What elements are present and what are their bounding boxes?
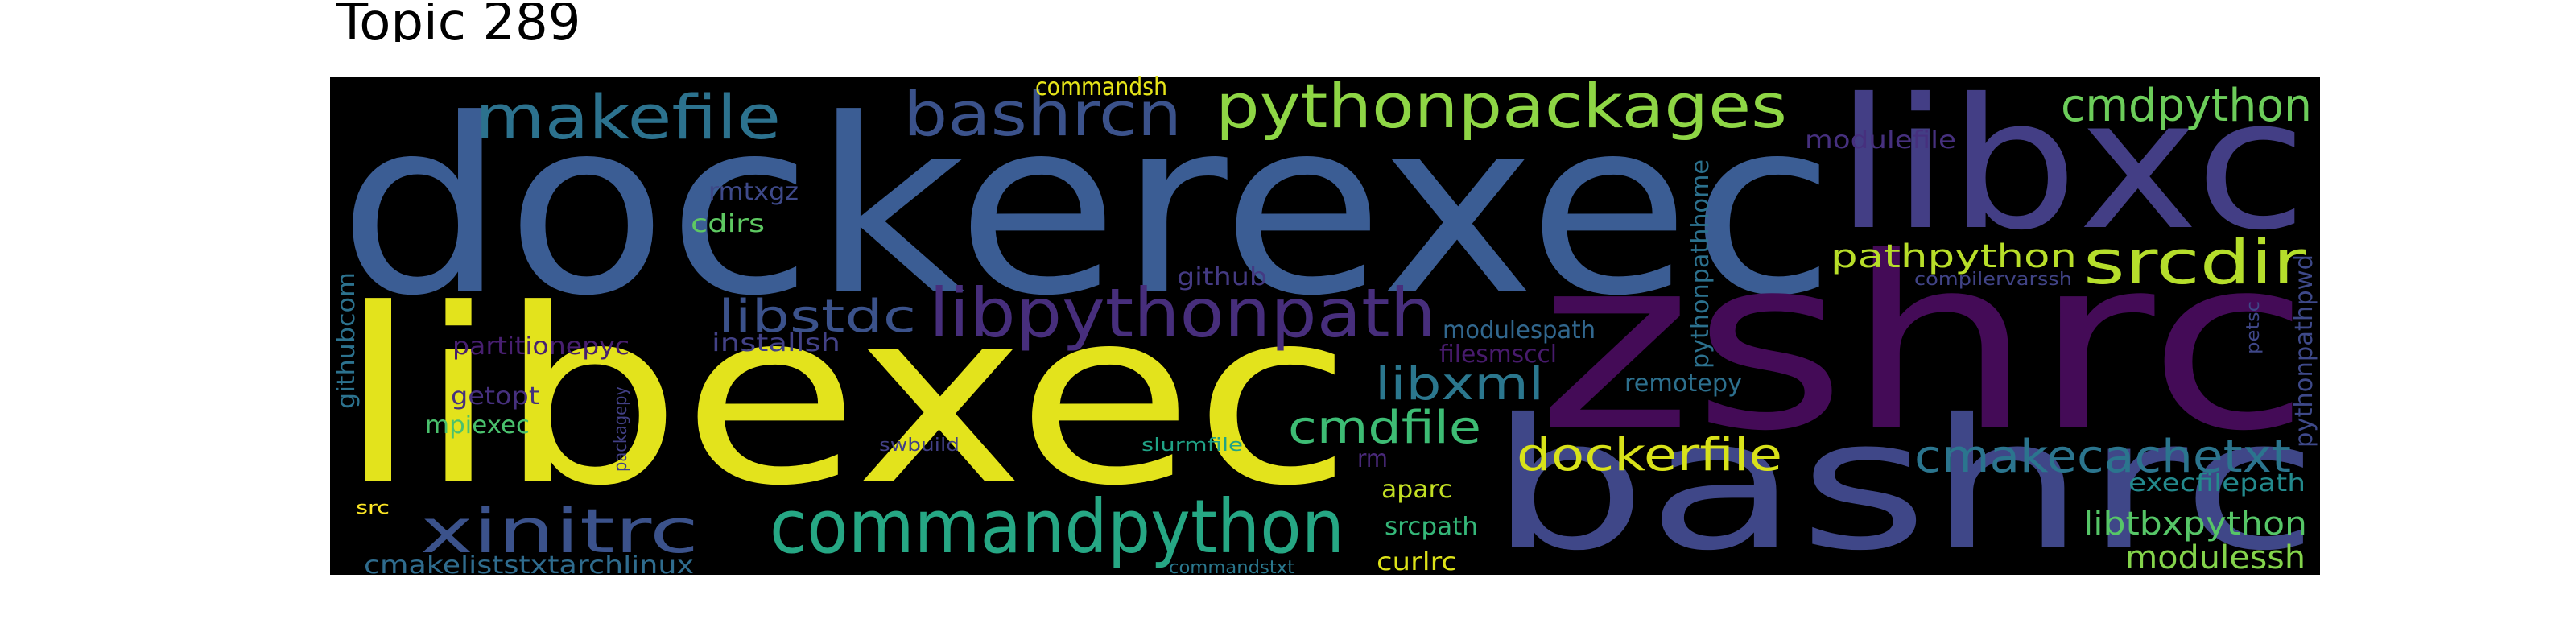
cloud-word: modulessh <box>2125 539 2306 576</box>
cloud-word: getopt <box>451 382 539 411</box>
cloud-word: rm <box>1357 445 1388 473</box>
cloud-word: execfilepath <box>2128 469 2306 497</box>
cloud-word: cmakecachetxt <box>1914 431 2291 483</box>
cloud-word: dockerexec <box>338 68 1835 349</box>
cloud-word: mpiexec <box>425 411 530 440</box>
cloud-word: libpythonpath <box>929 274 1436 353</box>
cloud-word: dockerfile <box>1517 429 1782 481</box>
cloud-word: cmdpython <box>2061 80 2312 132</box>
cloud-word: xinitrc <box>420 495 699 567</box>
cloud-word: modulespath <box>1443 316 1596 345</box>
cloud-word: rmtxgz <box>708 178 799 206</box>
cloud-word: cmakeliststxtarchlinux <box>364 551 694 580</box>
cloud-word: srcdir <box>2083 226 2306 298</box>
cloud-word: partitionepyc <box>452 332 630 361</box>
cloud-word: src <box>356 498 390 518</box>
cloud-word: makefile <box>475 81 781 153</box>
cloud-word: slurmfile <box>1141 436 1243 456</box>
cloud-word: installsh <box>712 329 840 357</box>
cloud-word: commandsh <box>1035 73 1167 101</box>
cloud-word: srcpath <box>1385 513 1478 541</box>
cloud-word: bashrcn <box>903 78 1182 150</box>
chart-title: Topic 289 <box>336 3 581 42</box>
cloud-word: cmdfile <box>1288 402 1481 454</box>
cloud-word: filesmsccl <box>1439 341 1557 369</box>
cloud-word: libxc <box>1835 60 2307 270</box>
cloud-word: zshrc <box>1538 205 2310 483</box>
cloud-word: bashrc <box>1489 380 2318 590</box>
cloud-word: compilervarssh <box>1914 270 2072 290</box>
cloud-word: remotepy <box>1624 369 1742 398</box>
cloud-word: commandpython <box>770 484 1344 570</box>
cloud-word: cdirs <box>691 210 765 238</box>
cloud-word: commandstxt <box>1169 558 1294 578</box>
cloud-word: pythonpackages <box>1216 70 1787 142</box>
cloud-word: modulefile <box>1805 126 1956 155</box>
word-cloud-background <box>330 77 2320 575</box>
cloud-word: packagepy <box>611 386 631 472</box>
cloud-word: curlrc <box>1377 548 1457 576</box>
cloud-word: libstdc <box>718 291 916 343</box>
cloud-word: github <box>1177 263 1267 291</box>
cloud-word: aparc <box>1381 476 1452 504</box>
cloud-word: petsc <box>2244 301 2264 354</box>
cloud-word: pathpython <box>1831 238 2077 275</box>
cloud-word: swbuild <box>879 436 960 456</box>
cloud-word: pythonpathpwd <box>2290 254 2318 448</box>
cloud-word: githubcom <box>332 272 361 409</box>
cloud-word: pythonpathhome <box>1686 159 1715 369</box>
cloud-word: libtbxpython <box>2083 506 2307 543</box>
cloud-word: libxml <box>1375 358 1544 411</box>
cloud-word: libexec <box>338 258 1352 539</box>
